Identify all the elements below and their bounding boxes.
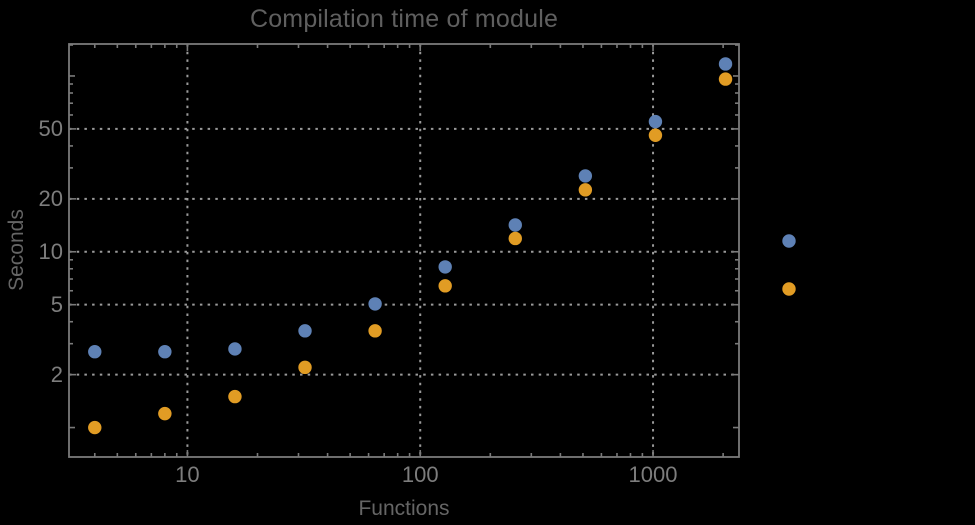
data-point-blue-series: [368, 297, 382, 311]
data-point-orange-series: [438, 279, 452, 293]
y-tick-label: 10: [38, 238, 63, 264]
x-tick-label: 1000: [628, 462, 678, 487]
data-point-orange-series: [88, 420, 102, 435]
x-tick-label: 100: [401, 462, 439, 487]
legend-marker-blue-series: [782, 234, 796, 248]
legend-marker-orange-series: [782, 282, 796, 296]
data-point-orange-series: [298, 360, 312, 375]
data-point-orange-series: [508, 231, 522, 246]
data-point-blue-series: [228, 342, 242, 356]
x-axis-label: Functions: [358, 497, 450, 520]
x-tick-label: 10: [175, 462, 200, 487]
data-point-blue-series: [578, 169, 593, 183]
y-tick-label: 2: [50, 361, 63, 387]
data-point-orange-series: [578, 183, 593, 197]
data-point-orange-series: [368, 324, 382, 338]
data-point-blue-series: [508, 218, 522, 232]
data-point-blue-series: [298, 324, 312, 338]
data-point-orange-series: [158, 406, 172, 421]
plot-frame: [68, 43, 740, 458]
data-point-orange-series: [648, 128, 663, 142]
data-point-blue-series: [88, 345, 102, 359]
data-point-orange-series: [228, 389, 242, 404]
data-point-blue-series: [158, 345, 172, 359]
data-point-orange-series: [718, 72, 733, 86]
y-tick-label: 20: [38, 185, 63, 211]
y-tick-label: 50: [38, 115, 63, 141]
data-point-blue-series: [718, 57, 733, 71]
data-point-blue-series: [438, 260, 452, 274]
data-point-blue-series: [648, 114, 663, 129]
chart-title: Compilation time of module: [249, 5, 559, 33]
y-tick-label: 5: [50, 291, 63, 317]
